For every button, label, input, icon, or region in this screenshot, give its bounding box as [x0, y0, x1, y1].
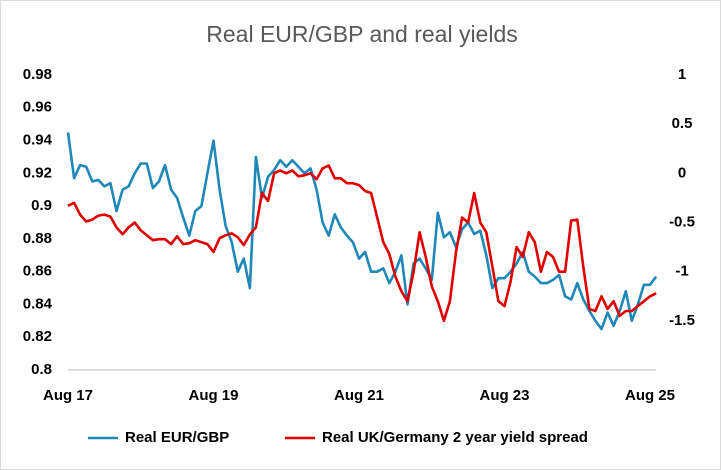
y-tick-label: 0.96 [23, 99, 52, 116]
legend-label: Real EUR/GBP [125, 429, 229, 446]
x-tick-label: Aug 17 [43, 387, 93, 404]
y2-tick-label: 0 [678, 164, 686, 181]
series-line [66, 132, 658, 331]
y-tick-label: 0.94 [23, 132, 53, 149]
x-tick-label: Aug 19 [188, 387, 238, 404]
y-tick-label: 0.9 [31, 197, 52, 214]
x-tick-label: Aug 23 [479, 387, 529, 404]
y-tick-label: 0.8 [31, 361, 52, 378]
y2-tick-label: -1.5 [669, 312, 695, 329]
y2-tick-label: 1 [678, 66, 686, 83]
y2-tick-label: -1 [675, 263, 688, 280]
y2-tick-label: 0.5 [672, 115, 693, 132]
y-tick-label: 0.92 [23, 164, 52, 181]
x-tick-label: Aug 25 [625, 387, 675, 404]
x-tick-label: Aug 21 [334, 387, 384, 404]
y-tick-label: 0.98 [23, 66, 52, 83]
legend-label: Real UK/Germany 2 year yield spread [322, 429, 588, 446]
y-tick-label: 0.84 [23, 295, 53, 312]
y-tick-label: 0.82 [23, 328, 52, 345]
y-tick-label: 0.88 [23, 230, 52, 247]
y2-tick-label: -0.5 [669, 213, 695, 230]
chart-title: Real EUR/GBP and real yields [206, 21, 518, 47]
series-line [67, 164, 657, 323]
y-tick-label: 0.86 [23, 263, 52, 280]
